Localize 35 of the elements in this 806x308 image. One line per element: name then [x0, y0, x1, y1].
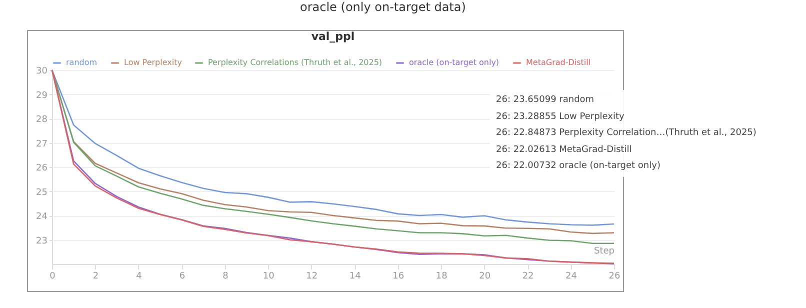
x-tick-label: 2 — [92, 272, 99, 282]
y-tick-label: 27 — [36, 139, 48, 150]
x-tick-label: 18 — [436, 272, 448, 282]
legend-label: MetaGrad-Distill — [526, 58, 591, 67]
x-tick-label: 6 — [179, 272, 186, 282]
x-tick-label: 16 — [392, 272, 404, 282]
x-tick-label: 10 — [262, 272, 275, 282]
y-tick-label: 24 — [36, 212, 48, 222]
x-axis-title: Step — [594, 246, 615, 256]
chart-title: val_ppl — [311, 30, 355, 43]
x-tick-label: 0 — [50, 272, 56, 282]
x-tick-label: 22 — [522, 272, 534, 282]
x-tick-label: 24 — [566, 272, 578, 282]
x-tick-label: 26 — [608, 272, 620, 282]
y-tick-label: 26 — [36, 164, 48, 174]
x-tick-label: 20 — [479, 272, 491, 282]
series-label: random — [66, 58, 98, 67]
legend-label: Low Perplexity — [124, 58, 182, 67]
annotation: 26: 22.84873 Perplexity Correlation…(Thruth et al., 2025) — [496, 127, 756, 140]
legend-label: Perplexity Correlations (Thruth et al., 2025) — [208, 58, 382, 67]
annotation: 26: 23.65099 random — [496, 94, 596, 107]
y-tick-label: 28 — [36, 115, 48, 125]
x-tick-label: 8 — [222, 272, 229, 282]
text: oracle (only on-target data) — [300, 0, 466, 14]
x-tick-label: 4 — [136, 272, 142, 282]
y-tick-label: 25 — [36, 188, 48, 198]
y-tick-label: 29 — [36, 90, 48, 101]
annotation: 26: 22.02613 MetaGrad-Distill — [496, 144, 633, 156]
y-tick-label: 23 — [36, 236, 48, 246]
legend-label: oracle (on-target only) — [409, 58, 500, 67]
x-tick-label: 14 — [349, 272, 362, 282]
y-tick-label: 30 — [36, 66, 48, 76]
annotation: 26: 23.28855 Low Perplexity — [496, 110, 626, 124]
x-tick-label: 12 — [306, 272, 318, 282]
annotation: 26: 22.00732 oracle (on-target only) — [496, 160, 662, 173]
